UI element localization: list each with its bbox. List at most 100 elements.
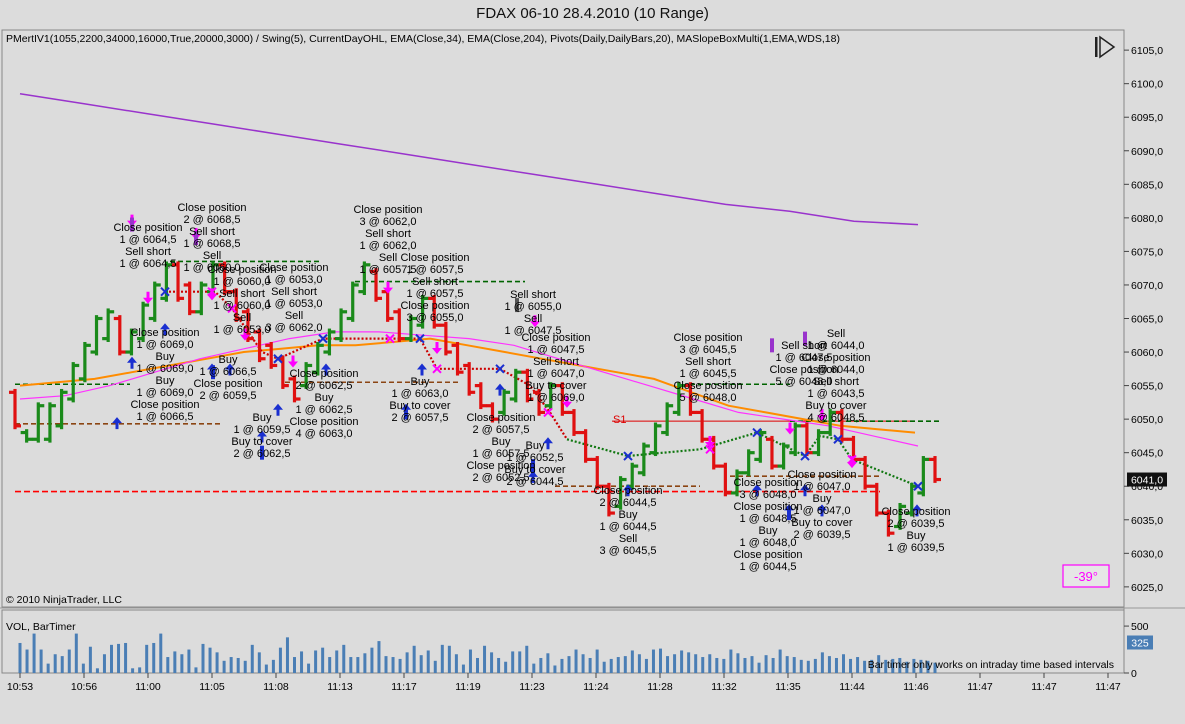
signal-label: Sell short bbox=[365, 228, 411, 240]
execution-mark-icon bbox=[913, 481, 923, 491]
sell-arrow-icon bbox=[143, 291, 153, 304]
volume-bar bbox=[757, 662, 761, 673]
sell-arrow-icon bbox=[847, 456, 857, 469]
volume-bar bbox=[236, 657, 240, 673]
volume-bar bbox=[426, 650, 430, 673]
signal-label: 3 @ 6055,0 bbox=[406, 312, 463, 324]
volume-bar bbox=[637, 654, 641, 673]
volume-bar bbox=[750, 656, 754, 673]
volume-axis: 0 500 325 bbox=[1124, 621, 1153, 680]
order-marker bbox=[515, 298, 519, 313]
volume-tick-label: 0 bbox=[1131, 668, 1137, 680]
volume-bar bbox=[546, 653, 550, 673]
signal-label: Close position bbox=[801, 352, 870, 364]
play-forward-icon[interactable] bbox=[1095, 35, 1116, 59]
volume-bar bbox=[102, 654, 106, 673]
volume-bar bbox=[813, 658, 817, 673]
volume-bar bbox=[180, 654, 184, 673]
ema-lines bbox=[19, 92, 919, 447]
signal-label: 2 @ 6044,5 bbox=[506, 476, 563, 488]
execution-mark-icon bbox=[207, 286, 217, 297]
x-tick-label: 11:17 bbox=[391, 681, 417, 693]
order-marker bbox=[130, 217, 134, 232]
volume-bar bbox=[159, 633, 163, 673]
buy-arrow-icon bbox=[225, 363, 235, 376]
volume-bar bbox=[278, 647, 282, 673]
execution-mark-icon bbox=[273, 354, 283, 364]
signal-label: Sell short bbox=[813, 376, 859, 388]
order-marker bbox=[404, 405, 408, 420]
signal-label: Buy bbox=[411, 376, 430, 388]
volume-bar bbox=[264, 664, 268, 673]
signal-label: Sell short bbox=[271, 286, 317, 298]
execution-mark-icon bbox=[800, 451, 810, 461]
volume-bar bbox=[539, 657, 543, 673]
signal-label: 1 @ 6064,5 bbox=[119, 258, 176, 270]
volume-bar bbox=[25, 649, 29, 673]
signal-label: Sell short bbox=[510, 289, 556, 301]
volume-bar bbox=[785, 656, 789, 673]
volume-bar bbox=[117, 643, 121, 673]
ema-line bbox=[19, 92, 919, 226]
signal-label: Sell short bbox=[219, 288, 265, 300]
signal-label: Close position bbox=[769, 364, 838, 376]
execution-mark-icon bbox=[495, 364, 505, 374]
volume-bar bbox=[88, 646, 92, 673]
volume-bar bbox=[67, 649, 71, 673]
signal-label: 1 @ 6069,0 bbox=[136, 339, 193, 351]
sell-arrow-icon bbox=[207, 288, 217, 301]
signal-label: 1 @ 6063,0 bbox=[391, 388, 448, 400]
volume-bar bbox=[905, 661, 909, 673]
signal-label: 1 @ 6045,5 bbox=[679, 368, 736, 380]
signal-label: Buy to cover bbox=[791, 517, 852, 529]
volume-bar bbox=[384, 656, 388, 673]
x-tick-label: 11:19 bbox=[455, 681, 481, 693]
signal-label: Sell short bbox=[781, 340, 827, 352]
volume-tick-label: 500 bbox=[1131, 621, 1149, 633]
volume-bar bbox=[609, 658, 613, 673]
volume-bar bbox=[806, 660, 810, 673]
volume-bar bbox=[771, 657, 775, 673]
volume-bar bbox=[898, 657, 902, 673]
volume-bar bbox=[173, 651, 177, 673]
volume-bar bbox=[560, 658, 564, 673]
volume-bar bbox=[792, 657, 796, 673]
buy-arrow-icon bbox=[112, 417, 122, 430]
signal-label: 3 @ 6062,0 bbox=[359, 216, 416, 228]
signal-label: Buy bbox=[526, 440, 545, 452]
buy-arrow-icon bbox=[817, 504, 827, 517]
signal-label: Close position bbox=[673, 380, 742, 392]
volume-bar bbox=[926, 660, 930, 673]
signal-label: 2 @ 6039,5 bbox=[793, 529, 850, 541]
volume-bar bbox=[595, 649, 599, 673]
signal-label: Buy bbox=[253, 412, 272, 424]
execution-mark-icon bbox=[752, 427, 762, 438]
volume-bar bbox=[870, 659, 874, 673]
y-tick-label: 6035,0 bbox=[1131, 515, 1163, 527]
signal-label: 1 @ 6047,5 bbox=[504, 325, 561, 337]
volume-bar bbox=[398, 658, 402, 673]
volume-bar bbox=[363, 653, 367, 673]
y-tick-label: 6025,0 bbox=[1131, 582, 1163, 594]
buy-arrow-icon bbox=[273, 403, 283, 416]
volume-bar bbox=[229, 657, 233, 673]
signal-label: 1 @ 6047,5 bbox=[775, 352, 832, 364]
signal-label: 1 @ 6047,0 bbox=[527, 368, 584, 380]
signal-label: 1 @ 6060,0 bbox=[183, 262, 240, 274]
signal-label: Sell bbox=[233, 312, 251, 324]
volume-bar bbox=[933, 662, 937, 673]
x-tick-label: 11:44 bbox=[839, 681, 865, 693]
volume-bar bbox=[504, 661, 508, 673]
volume-bar bbox=[74, 633, 78, 673]
chart-title: FDAX 06-10 28.4.2010 (10 Range) bbox=[476, 5, 709, 22]
volume-bar bbox=[370, 647, 374, 673]
signal-label: Buy bbox=[759, 525, 778, 537]
volume-bar bbox=[863, 660, 867, 673]
volume-bar bbox=[60, 656, 64, 673]
signal-label: Sell bbox=[285, 310, 303, 322]
sell-arrow-icon bbox=[288, 355, 298, 368]
last-price-label: 6041,0 bbox=[1131, 475, 1163, 487]
volume-bar bbox=[659, 648, 662, 673]
volume-bar bbox=[257, 652, 261, 673]
